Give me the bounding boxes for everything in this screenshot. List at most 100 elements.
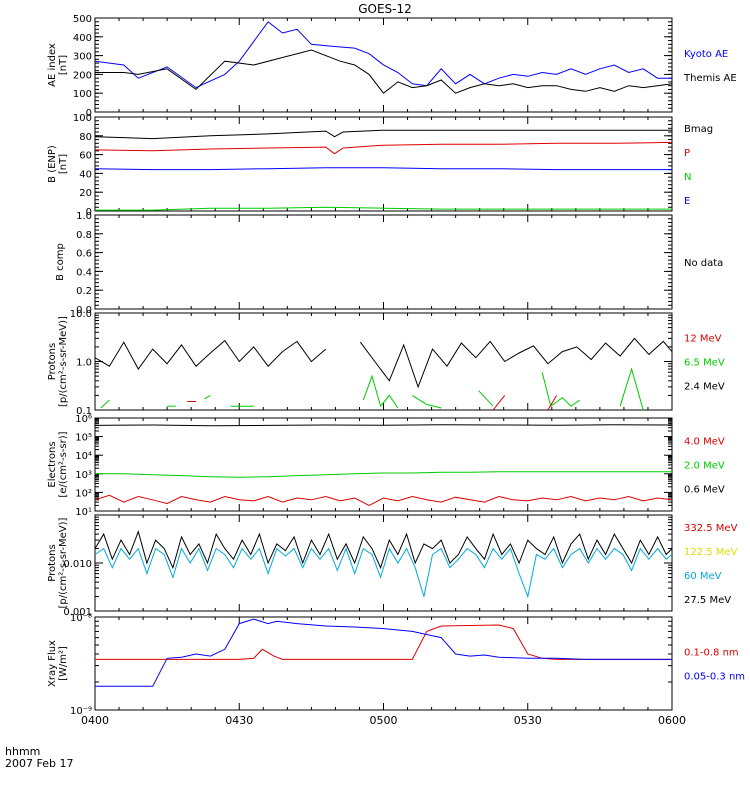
y-axis-label: [nT] (58, 154, 69, 174)
series-line-p (95, 141, 672, 155)
y-tick-label: 0.001 (63, 607, 92, 618)
series-line-2-4-mev (95, 339, 327, 370)
series-line-0-6-mev (95, 424, 672, 427)
series-line-60-mev (95, 547, 672, 599)
legend-no-data: No data (684, 258, 723, 269)
y-tick-label: 10⁵ (75, 433, 92, 444)
series-line-12-mev (492, 395, 506, 410)
y-tick-label: 100 (73, 113, 92, 124)
y-axis-label: B comp (55, 243, 66, 281)
legend-p: P (684, 148, 690, 159)
y-tick-label: 10⁶ (75, 414, 92, 425)
series-line-6-5-mev (541, 372, 580, 408)
series-line-2-4-mev (359, 337, 672, 389)
series-line-27-5-mev (95, 529, 672, 570)
series-group (95, 424, 672, 506)
x-tick-label: 0430 (225, 714, 253, 727)
y-tick-label: 20 (79, 188, 92, 199)
y-tick-label: 10.0 (70, 309, 92, 320)
y-axis-label: [p/(cm²-s-sr-MeV)] (58, 517, 69, 608)
y-axis-label: Protons (47, 343, 58, 380)
panel-bfield: 0 20 40 60 80 100 B (ENP) [nT] Bmag P N E (47, 113, 713, 218)
legend-kyoto-ae: Kyoto AE (684, 49, 728, 60)
y-axis-label: [p/(cm²-s-sr-MeV)] (58, 316, 69, 407)
legend-60-mev: 60 MeV (684, 571, 722, 582)
y-tick-label: 60 (79, 151, 92, 162)
series-line-12-mev (547, 395, 558, 410)
y-tick-label: 10¹ (75, 507, 92, 518)
y-tick-label: 0 (86, 108, 92, 119)
legend-e: E (684, 196, 690, 207)
x-tick-label: 0500 (370, 714, 398, 727)
panel-electrons: 10¹ 10² 10³ 10⁴ 10⁵ 10⁶ Electrons [e/(cm²-s-sr)… (47, 414, 725, 518)
y-tick-label: 100 (73, 89, 92, 100)
legend-0-6-mev: 0.6 MeV (684, 485, 725, 496)
panel-ae: 0 100 200 300 400 500 AE index [nT] Kyoto AE Them… (47, 14, 737, 119)
series-line-2-0-mev (95, 471, 672, 478)
y-tick-label: 0.0 (76, 305, 92, 316)
y-axis-label: Electrons (47, 441, 58, 487)
y-axis-label: [e/(cm²-s-sr)] (58, 431, 69, 497)
legend-2-0-mev: 2.0 MeV (684, 461, 725, 472)
y-tick-label: 300 (73, 52, 92, 63)
series-group (95, 529, 672, 599)
legend-n: N (684, 172, 691, 183)
y-tick-label: 0.8 (76, 230, 92, 241)
series-line-6-5-mev (204, 394, 211, 400)
series-line-e (95, 167, 672, 171)
series-group (95, 21, 672, 94)
y-tick-label: 500 (73, 14, 92, 25)
legend-27-5-mev: 27.5 MeV (684, 595, 731, 606)
time-axis-label: hhmm (5, 745, 40, 758)
series-line-n (95, 206, 672, 211)
y-tick-label: 1.0 (76, 358, 92, 369)
y-axis-label: B (ENP) (47, 145, 58, 183)
panel-protons_low: 0.1 1.0 10.0 Protons [p/(cm²-s-sr-MeV)] 12 Me… (47, 309, 725, 417)
y-axis-label: [nT] (58, 55, 69, 75)
series-line-6-5-mev (619, 367, 644, 410)
y-tick-label: 10⁻⁸ (70, 613, 92, 624)
y-axis-label: Xray Flux (47, 640, 58, 687)
legend-12-mev: 12 MeV (684, 334, 722, 345)
y-tick-label: 0.010 (63, 559, 92, 570)
x-tick-label: 0400 (81, 714, 109, 727)
y-tick-label: 1.0 (76, 211, 92, 222)
series-line-4-0-mev (95, 494, 672, 506)
y-tick-label: 0.1 (76, 406, 92, 417)
y-axis-label: AE index (47, 43, 58, 87)
y-axis-label: [W/m²] (58, 646, 69, 681)
y-tick-label: 10⁻⁹ (70, 706, 92, 717)
y-tick-label: 0.4 (76, 267, 92, 278)
series-line-themis-ae (95, 49, 672, 94)
y-tick-label: 10³ (75, 470, 92, 481)
legend-0-1-0-8-nm: 0.1-0.8 nm (684, 648, 739, 659)
y-tick-label: 80 (79, 132, 92, 143)
y-tick-label: 400 (73, 33, 92, 44)
series-line-6-5-mev (478, 390, 494, 407)
x-tick-label: 0530 (514, 714, 542, 727)
legend-0-05-0-3-nm: 0.05-0.3 nm (684, 672, 745, 683)
y-axis-label: Protons (47, 544, 58, 581)
y-tick-label: 10² (75, 488, 92, 499)
panel-xray: 10⁻⁹ 10⁻⁸ Xray Flux [W/m²] 0.1-0.8 nm 0.05-0.… (47, 613, 745, 717)
y-tick-label: 10⁴ (75, 451, 92, 462)
figure-title: GOES-12 (358, 2, 412, 16)
series-line-6-5-mev (100, 399, 110, 409)
legend-6-5-mev: 6.5 MeV (684, 358, 725, 369)
legend-themis-ae: Themis AE (683, 73, 737, 84)
y-tick-label: 0.6 (76, 249, 92, 260)
legend-2-4-mev: 2.4 MeV (684, 382, 725, 393)
series-line-6-5-mev (412, 394, 442, 409)
panel-protons_high: 0.001 0.010 Protons [p/(cm²-s-sr-MeV)] 332.5… (47, 514, 738, 618)
legend-4-0-mev: 4.0 MeV (684, 437, 725, 448)
legend-332-5-mev: 332.5 MeV (684, 523, 738, 534)
date-label: 2007 Feb 17 (5, 757, 73, 770)
y-tick-label: 0 (86, 207, 92, 218)
legend-122-5-mev: 122.5 MeV (684, 547, 738, 558)
series-group (95, 618, 672, 687)
legend-bmag: Bmag (684, 124, 713, 135)
y-tick-label: 0.2 (76, 286, 92, 297)
x-axis: 0400 0430 0500 0530 0600 (81, 714, 686, 727)
